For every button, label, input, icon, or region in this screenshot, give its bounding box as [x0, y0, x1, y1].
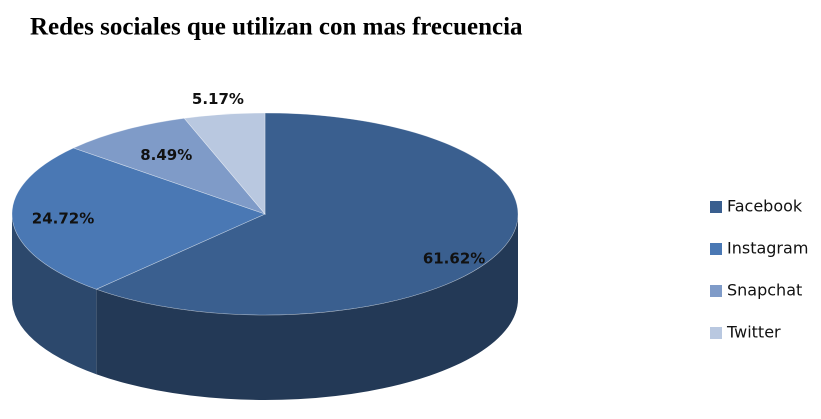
legend-label: Snapchat	[727, 281, 802, 300]
data-label: 61.62%	[423, 249, 485, 267]
data-label: 8.49%	[140, 146, 192, 164]
chart-title: Redes sociales que utilizan con mas frec…	[30, 14, 523, 41]
legend-label: Instagram	[727, 239, 808, 258]
legend-swatch	[710, 285, 722, 297]
slice-side	[96, 214, 519, 401]
legend-label: Twitter	[726, 323, 781, 342]
legend-swatch	[710, 243, 722, 255]
legend-swatch	[710, 327, 722, 339]
slice	[95, 112, 519, 316]
data-label: 5.17%	[192, 90, 244, 108]
data-label: 24.72%	[32, 210, 94, 228]
legend-label: Facebook	[727, 197, 803, 216]
slice-side	[12, 214, 97, 375]
slice	[11, 147, 266, 290]
slice	[72, 117, 266, 215]
legend-swatch	[710, 201, 722, 213]
slice	[183, 112, 266, 215]
